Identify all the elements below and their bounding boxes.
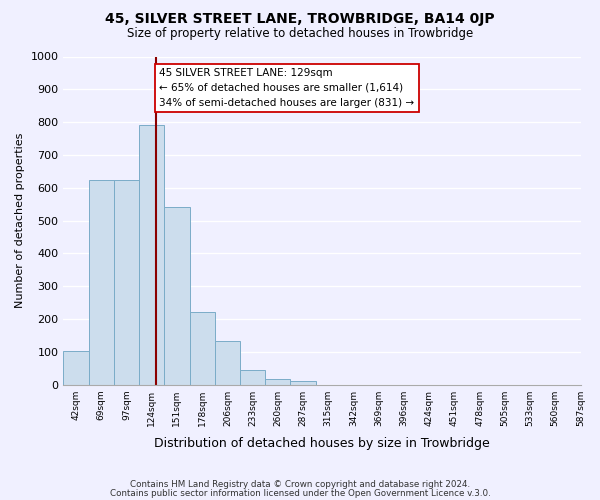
- Text: Contains public sector information licensed under the Open Government Licence v.: Contains public sector information licen…: [110, 488, 490, 498]
- Bar: [290, 382, 316, 384]
- Bar: [164, 208, 190, 384]
- Y-axis label: Number of detached properties: Number of detached properties: [15, 133, 25, 308]
- Text: Contains HM Land Registry data © Crown copyright and database right 2024.: Contains HM Land Registry data © Crown c…: [130, 480, 470, 489]
- Bar: [114, 180, 139, 384]
- X-axis label: Distribution of detached houses by size in Trowbridge: Distribution of detached houses by size …: [154, 437, 490, 450]
- Bar: [240, 370, 265, 384]
- Bar: [190, 312, 215, 384]
- Text: 45, SILVER STREET LANE, TROWBRIDGE, BA14 0JP: 45, SILVER STREET LANE, TROWBRIDGE, BA14…: [105, 12, 495, 26]
- Text: Size of property relative to detached houses in Trowbridge: Size of property relative to detached ho…: [127, 28, 473, 40]
- Bar: [265, 378, 290, 384]
- Bar: [89, 180, 114, 384]
- Bar: [139, 126, 164, 384]
- Text: 45 SILVER STREET LANE: 129sqm
← 65% of detached houses are smaller (1,614)
34% o: 45 SILVER STREET LANE: 129sqm ← 65% of d…: [159, 68, 415, 108]
- Bar: [215, 341, 240, 384]
- Bar: [64, 351, 89, 384]
